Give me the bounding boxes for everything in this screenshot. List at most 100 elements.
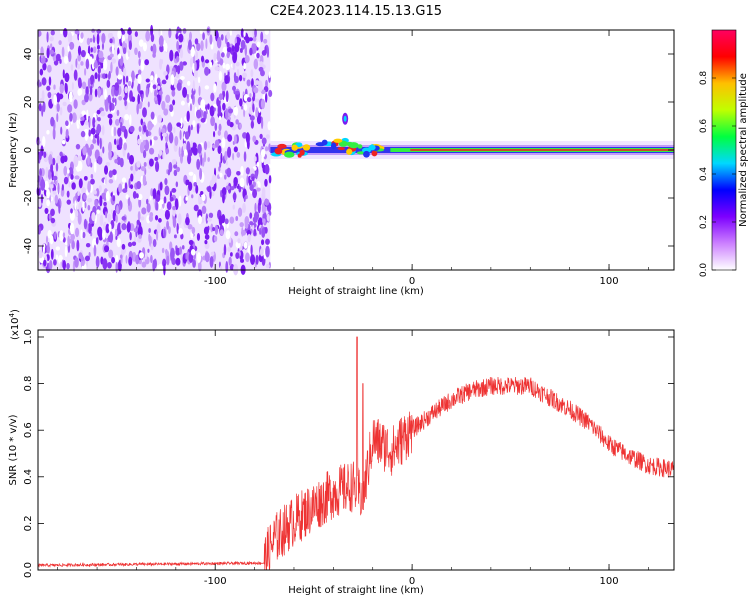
- noise-blob: [105, 73, 108, 79]
- noise-blob: [196, 252, 202, 264]
- noise-blob: [114, 158, 118, 164]
- colorbar-frame: [711, 29, 737, 271]
- noise-blob: [128, 40, 132, 51]
- noise-blob: [187, 224, 193, 230]
- noise-blob: [121, 90, 125, 99]
- noise-blob: [224, 174, 227, 180]
- noise-blob: [42, 135, 46, 148]
- noise-blob: [158, 90, 163, 96]
- noise-blob: [201, 193, 206, 202]
- noise-blob: [96, 33, 100, 45]
- noise-blob: [163, 39, 166, 52]
- noise-blob: [176, 122, 182, 127]
- noise-blob: [97, 87, 102, 98]
- noise-blob: [75, 58, 78, 68]
- noise-blob: [182, 61, 188, 66]
- noise-blob: [133, 228, 138, 233]
- noise-blob: [136, 180, 142, 190]
- noise-blob: [220, 189, 223, 198]
- noise-blob: [180, 100, 185, 106]
- noise-blob: [243, 62, 247, 70]
- noise-blob: [190, 46, 196, 58]
- noise-blob: [145, 78, 150, 83]
- noise-blob: [123, 67, 127, 77]
- noise-blob: [150, 243, 154, 251]
- noise-blob: [127, 50, 131, 58]
- noise-blob: [145, 88, 149, 98]
- noise-blob: [66, 199, 72, 205]
- y-tick-label: 0.4: [23, 469, 34, 485]
- noise-blob: [146, 203, 151, 213]
- noise-blob: [82, 146, 87, 156]
- noise-blob: [239, 48, 243, 53]
- noise-blob: [152, 259, 156, 272]
- noise-blob: [179, 48, 184, 59]
- noise-blob: [70, 64, 74, 71]
- noise-blob: [246, 79, 251, 87]
- noise-blob: [104, 165, 109, 175]
- noise-blob: [171, 89, 176, 97]
- noise-blob: [221, 137, 226, 149]
- noise-blob: [120, 121, 123, 131]
- noise-blob: [46, 64, 52, 73]
- noise-blob: [101, 42, 105, 51]
- noise-blob: [225, 63, 231, 71]
- noise-blob: [92, 46, 97, 54]
- noise-blob: [178, 196, 182, 207]
- noise-blob: [131, 96, 136, 103]
- noise-blob: [172, 99, 176, 106]
- noise-blob: [261, 227, 266, 239]
- noise-blob: [125, 255, 128, 264]
- noise-blob: [176, 82, 182, 91]
- noise-blob: [56, 155, 61, 165]
- noise-blob: [62, 101, 67, 107]
- noise-blob: [191, 194, 194, 199]
- noise-blob: [46, 85, 51, 91]
- noise-blob: [258, 107, 261, 113]
- noise-blob: [95, 237, 99, 245]
- noise-blob: [101, 192, 107, 200]
- noise-blob: [179, 129, 182, 141]
- noise-blob: [203, 110, 207, 121]
- noise-blob: [106, 79, 111, 89]
- noise-blob: [145, 30, 151, 42]
- noise-blob: [64, 72, 70, 83]
- noise-blob: [98, 185, 102, 193]
- noise-blob: [62, 259, 67, 270]
- snr-x-axis-label: Height of straight line (km): [288, 585, 424, 596]
- noise-blob: [195, 184, 199, 194]
- noise-blob: [131, 70, 135, 83]
- noise-blob: [169, 196, 174, 202]
- noise-blob: [256, 187, 261, 192]
- noise-blob: [104, 88, 108, 100]
- noise-blob: [246, 175, 249, 186]
- carrier-blob: [363, 150, 370, 158]
- y-tick-label: -20: [23, 190, 34, 206]
- noise-blob: [214, 139, 220, 148]
- noise-blob: [99, 195, 103, 207]
- noise-blob: [62, 69, 65, 79]
- carrier-blob: [274, 147, 283, 155]
- snr-y-axis-label: SNR (10 * v/v): [8, 414, 19, 485]
- noise-blob: [213, 107, 216, 112]
- noise-blob: [227, 134, 233, 142]
- noise-blob: [126, 222, 131, 233]
- noise-blob: [237, 238, 241, 244]
- noise-blob: [68, 51, 72, 63]
- y-tick-label: 1.0: [23, 329, 34, 345]
- noise-blob: [186, 97, 190, 104]
- noise-blob: [194, 61, 197, 71]
- noise-blob: [71, 82, 74, 90]
- noise-blob: [248, 106, 252, 115]
- noise-blob: [160, 58, 164, 65]
- noise-blob: [83, 175, 88, 181]
- noise-blob: [265, 134, 270, 139]
- noise-blob: [86, 37, 91, 46]
- noise-blob: [234, 231, 239, 237]
- noise-blob: [75, 143, 81, 150]
- noise-blob: [246, 97, 252, 103]
- noise-blob: [249, 212, 253, 219]
- noise-blob: [189, 103, 193, 112]
- noise-blob: [260, 98, 266, 110]
- noise-blob: [169, 49, 174, 62]
